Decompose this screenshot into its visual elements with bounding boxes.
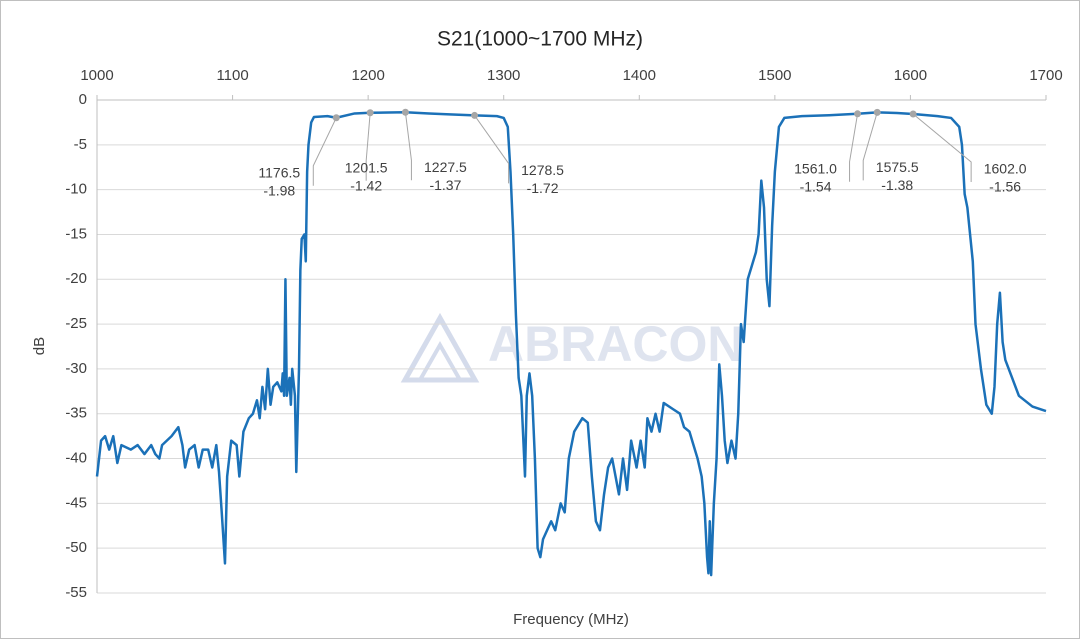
marker-y-label: -1.37	[429, 177, 461, 193]
marker	[471, 111, 479, 119]
marker-x-label: 1201.5	[345, 159, 388, 175]
marker-x-label: 1602.0	[984, 161, 1027, 177]
marker	[909, 110, 917, 118]
y-tick-label: -30	[65, 360, 87, 377]
x-tick-label: 1700	[1029, 67, 1062, 84]
marker-x-label: 1227.5	[424, 159, 467, 175]
watermark-logo	[400, 312, 480, 383]
marker-y-label: -1.54	[800, 179, 832, 195]
marker-x-label: 1561.0	[794, 161, 837, 177]
marker-y-label: -1.72	[527, 180, 559, 196]
marker	[873, 108, 881, 116]
marker	[854, 110, 862, 118]
leader-line	[365, 112, 371, 181]
x-tick-label: 1200	[351, 67, 384, 84]
x-tick-label: 1400	[623, 67, 656, 84]
y-tick-label: -25	[65, 315, 87, 332]
y-tick-label: -50	[65, 539, 87, 556]
marker	[401, 108, 409, 116]
marker-x-label: 1575.5	[876, 159, 919, 175]
y-tick-label: -20	[65, 270, 87, 287]
chart-title: S21(1000~1700 MHz)	[437, 28, 643, 51]
leader-line	[862, 112, 878, 181]
marker-y-label: -1.56	[989, 179, 1021, 195]
marker-x-label: 1176.5	[258, 164, 300, 180]
marker	[366, 109, 374, 117]
x-tick-label: 1000	[80, 67, 113, 84]
leader-line	[912, 113, 972, 182]
marker	[332, 114, 340, 122]
x-tick-label: 1300	[487, 67, 520, 84]
y-tick-label: 0	[79, 91, 87, 108]
y-tick-label: -35	[65, 405, 87, 422]
y-tick-label: -55	[65, 584, 87, 601]
x-tick-label: 1100	[216, 67, 248, 84]
x-tick-label: 1500	[758, 67, 791, 84]
leader-line	[474, 115, 510, 184]
y-axis-label: dB	[31, 337, 48, 355]
y-tick-label: -40	[65, 450, 87, 467]
leader-line	[312, 117, 337, 186]
marker-y-label: -1.42	[350, 177, 382, 193]
leader-line	[404, 112, 412, 181]
x-tick-label: 1600	[894, 67, 927, 84]
marker-y-label: -1.98	[263, 182, 295, 198]
watermark: ABRACON	[488, 316, 744, 372]
marker-x-label: 1278.5	[521, 162, 564, 178]
leader-line	[849, 113, 859, 182]
y-tick-label: -10	[65, 181, 87, 198]
x-axis-label: Frequency (MHz)	[513, 611, 629, 628]
series-line	[95, 111, 1047, 577]
y-tick-label: -45	[65, 494, 87, 511]
marker-y-label: -1.38	[881, 177, 913, 193]
y-tick-label: -15	[65, 225, 87, 242]
y-tick-label: -5	[74, 136, 87, 153]
